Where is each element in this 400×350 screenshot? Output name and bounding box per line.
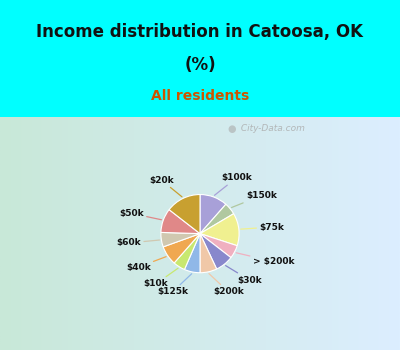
- Wedge shape: [200, 234, 237, 258]
- Wedge shape: [200, 195, 226, 234]
- Text: $150k: $150k: [232, 191, 277, 208]
- Text: (%): (%): [184, 56, 216, 74]
- Text: All residents: All residents: [151, 89, 249, 103]
- Wedge shape: [200, 214, 239, 246]
- Wedge shape: [200, 234, 217, 273]
- Text: ●: ●: [228, 124, 236, 134]
- Wedge shape: [174, 234, 200, 270]
- Wedge shape: [200, 234, 231, 269]
- Text: $100k: $100k: [214, 173, 252, 195]
- Text: $200k: $200k: [209, 274, 244, 296]
- Text: Income distribution in Catoosa, OK: Income distribution in Catoosa, OK: [36, 23, 364, 41]
- Wedge shape: [184, 234, 200, 273]
- Text: $75k: $75k: [241, 223, 284, 232]
- Text: $10k: $10k: [144, 268, 178, 288]
- Text: > $200k: > $200k: [236, 253, 294, 266]
- Text: City-Data.com: City-Data.com: [238, 124, 305, 133]
- Wedge shape: [161, 210, 200, 234]
- Wedge shape: [200, 204, 234, 234]
- Text: $50k: $50k: [119, 209, 162, 220]
- Text: $20k: $20k: [149, 176, 182, 197]
- Text: $40k: $40k: [126, 257, 166, 272]
- Wedge shape: [169, 195, 200, 234]
- Text: $60k: $60k: [116, 238, 160, 247]
- Text: $125k: $125k: [157, 274, 192, 296]
- Wedge shape: [161, 232, 200, 247]
- Text: $30k: $30k: [226, 266, 262, 285]
- Wedge shape: [163, 234, 200, 263]
